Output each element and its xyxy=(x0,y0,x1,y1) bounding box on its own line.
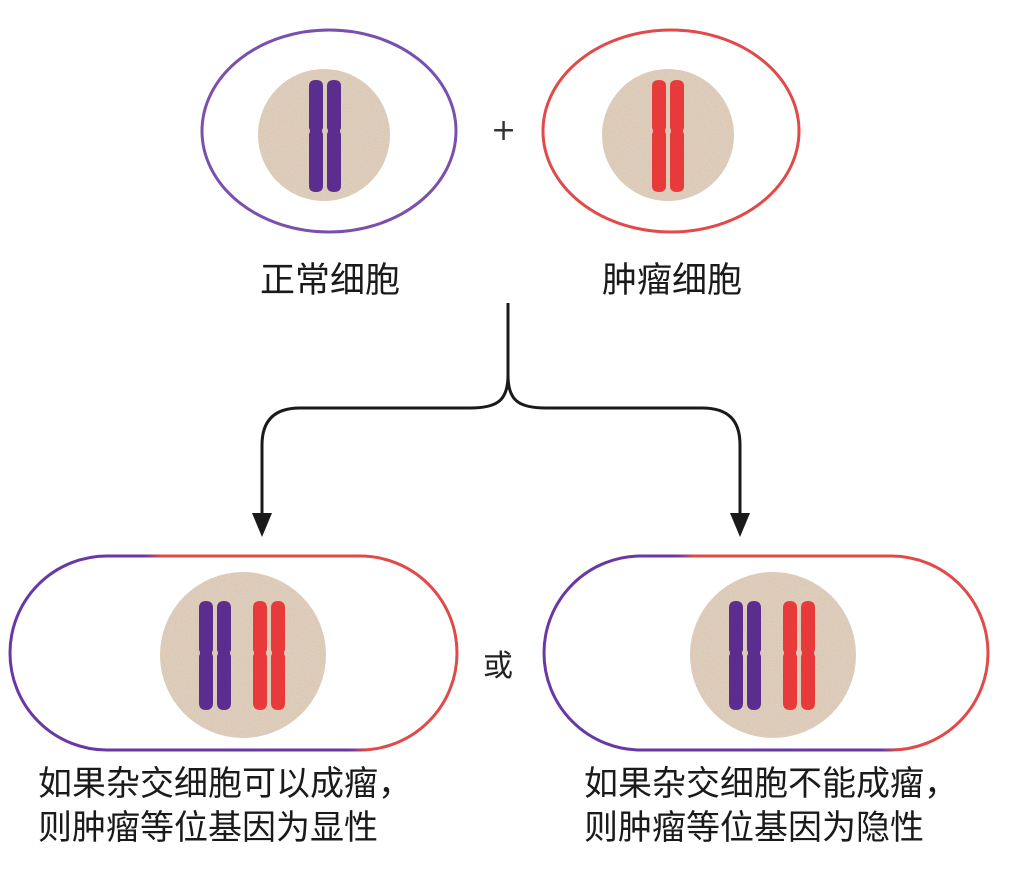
tumor-cell xyxy=(541,28,801,234)
tumor-chromosome xyxy=(253,601,267,710)
normal-chromosome xyxy=(309,80,323,192)
recessive-outcome-caption: 如果杂交细胞不能成瘤， 则肿瘤等位基因为隐性 xyxy=(584,762,958,850)
recessive-caption-line-1: 如果杂交细胞不能成瘤， xyxy=(584,764,958,804)
normal-chromosome-pair xyxy=(309,80,341,192)
normal-chromosome xyxy=(327,80,341,192)
fusion-branch-right xyxy=(506,374,742,515)
fusion-arrows xyxy=(260,303,742,515)
hybrid-cell-recessive-nucleus xyxy=(690,572,856,738)
hybrid-cell-dominant xyxy=(8,554,459,752)
arrowhead-left-icon xyxy=(252,513,272,537)
dominant-caption-line-1: 如果杂交细胞可以成瘤， xyxy=(38,764,412,804)
hybrid-cell-dominant-membrane-top xyxy=(8,554,459,654)
hybrid-cell-dominant-nucleus xyxy=(160,572,326,738)
tumor-chromosome xyxy=(271,601,285,710)
tumor-chromosome xyxy=(670,80,684,192)
normal-cell-nucleus xyxy=(258,69,390,201)
hybrid-dominant-chromosomes xyxy=(199,601,285,710)
hybrid-cell-recessive xyxy=(542,554,990,752)
dominant-caption-line-2: 则肿瘤等位基因为显性 xyxy=(38,808,378,848)
normal-cell-label: 正常细胞 xyxy=(259,261,400,301)
or-label: 或 xyxy=(483,649,513,684)
normal-chromosome xyxy=(747,601,761,710)
normal-chromosome xyxy=(199,601,213,710)
tumor-chromosome xyxy=(652,80,666,192)
normal-chromosome xyxy=(729,601,743,710)
normal-cell xyxy=(200,28,458,234)
recessive-caption-line-2: 则肿瘤等位基因为隐性 xyxy=(584,808,924,848)
hybrid-recessive-chromosomes xyxy=(729,601,815,710)
normal-chromosome xyxy=(217,601,231,710)
tumor-cell-label: 肿瘤细胞 xyxy=(601,261,742,301)
tumor-cell-nucleus xyxy=(602,69,734,201)
hybrid-cell-recessive-membrane-bottom xyxy=(542,652,990,752)
arrowhead-right-icon xyxy=(730,513,750,537)
fusion-stem xyxy=(260,303,510,515)
tumor-chromosome xyxy=(783,601,797,710)
tumor-chromosome-pair xyxy=(652,80,684,192)
tumor-chromosome xyxy=(801,601,815,710)
hybrid-cell-recessive-membrane-top xyxy=(542,554,990,654)
dominant-outcome-caption: 如果杂交细胞可以成瘤， 则肿瘤等位基因为显性 xyxy=(38,762,412,850)
hybrid-cell-dominant-membrane-bottom xyxy=(8,652,459,752)
plus-sign: + xyxy=(491,113,517,148)
